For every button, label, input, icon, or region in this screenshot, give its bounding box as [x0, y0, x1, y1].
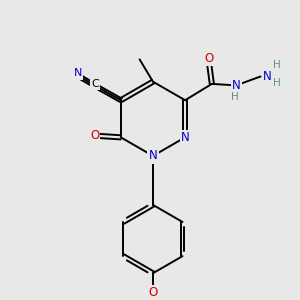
Text: H: H: [273, 60, 281, 70]
Text: N: N: [181, 131, 190, 144]
Text: O: O: [204, 52, 214, 65]
Text: N: N: [148, 149, 157, 162]
Text: O: O: [90, 129, 99, 142]
Text: H: H: [231, 92, 239, 102]
Text: C: C: [91, 79, 99, 89]
Text: H: H: [273, 78, 281, 88]
Text: O: O: [148, 286, 158, 299]
Text: N: N: [232, 79, 241, 92]
Text: N: N: [263, 70, 272, 83]
Text: N: N: [74, 68, 82, 79]
